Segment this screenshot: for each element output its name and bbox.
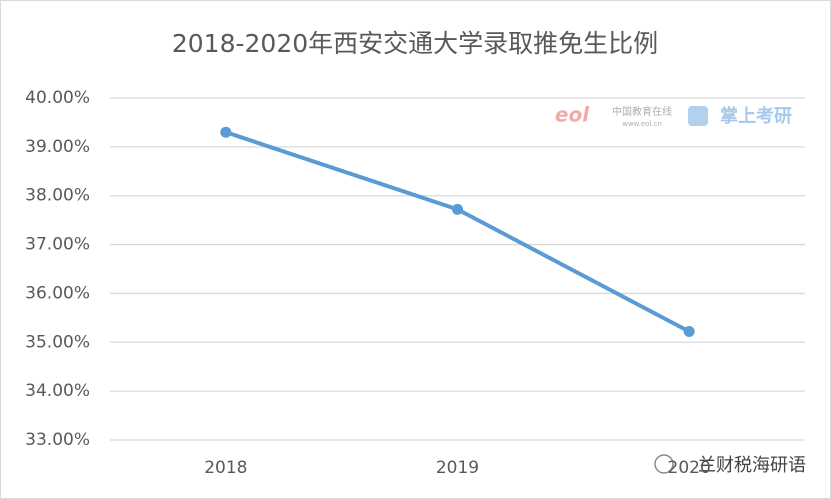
x-tick-label: 2018: [204, 458, 247, 478]
x-tick-label: 2020: [668, 458, 711, 478]
y-tick-label: 39.00%: [25, 137, 90, 157]
wechat-icon: [654, 454, 674, 474]
y-tick-label: 37.00%: [25, 235, 90, 255]
chart-title: 2018-2020年西安交通大学录取推免生比例: [172, 29, 658, 58]
point: [452, 203, 463, 215]
point: [683, 326, 695, 338]
watermark-text: 兰财税海研语: [698, 455, 806, 476]
watermark-text: www.eol.cn: [622, 120, 662, 128]
watermark-text: 掌上考研: [720, 105, 792, 127]
y-tick-label: 38.00%: [25, 186, 90, 206]
point: [220, 126, 232, 138]
watermark-icon: [688, 106, 708, 126]
y-tick-label: 40.00%: [25, 88, 90, 108]
y-tick-label: 33.00%: [25, 430, 90, 450]
x-tick-label: 2019: [436, 458, 479, 478]
y-tick-label: 36.00%: [25, 283, 90, 303]
watermark-logo: eol: [555, 103, 590, 127]
y-tick-label: 34.00%: [25, 381, 90, 401]
y-tick-label: 35.00%: [25, 332, 90, 352]
watermark-text: 中国教育在线: [612, 105, 672, 118]
